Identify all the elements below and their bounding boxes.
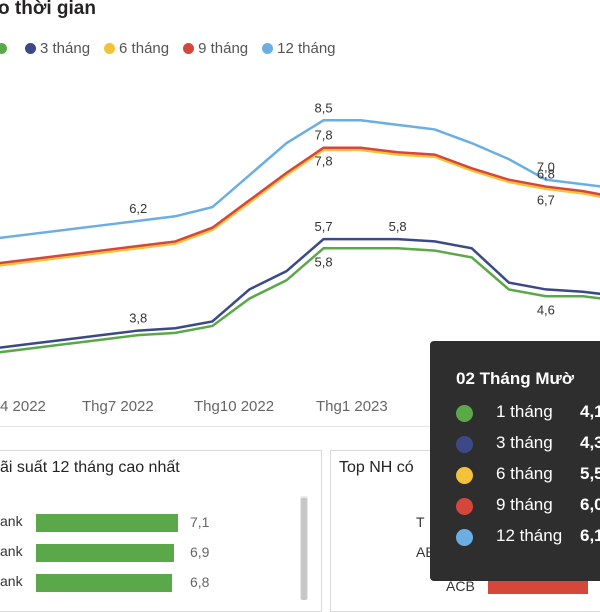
legend-item-3-thang[interactable]: 3 tháng bbox=[25, 40, 90, 57]
tooltip-row: 12 tháng 6,1 bbox=[456, 526, 600, 554]
legend-label: 12 tháng bbox=[277, 40, 336, 57]
tooltip-series-name: 3 tháng bbox=[496, 433, 553, 452]
legend-dot-icon bbox=[104, 43, 116, 54]
data-label: 5,8 bbox=[314, 254, 332, 269]
series-dot-icon bbox=[456, 405, 473, 422]
data-label: 6,2 bbox=[129, 201, 147, 216]
tooltip-row: 3 tháng 4,3 bbox=[456, 433, 600, 461]
tooltip-title: 02 Tháng Mườ bbox=[456, 369, 574, 388]
data-label: 6,7 bbox=[537, 193, 555, 208]
tooltip-row: 1 tháng 4,1 bbox=[456, 402, 600, 430]
tooltip-series-name: 12 tháng bbox=[496, 526, 563, 545]
x-tick-label: Thg1 2023 bbox=[316, 398, 388, 415]
bar-label: ank bbox=[0, 543, 23, 559]
legend-item-9-thang[interactable]: 9 tháng bbox=[183, 40, 248, 57]
legend-item-1-thang[interactable] bbox=[0, 40, 11, 57]
bar-label: ank bbox=[0, 573, 23, 589]
series-dot-icon bbox=[456, 498, 473, 515]
data-label: 4,6 bbox=[537, 302, 555, 317]
x-tick-label: Thg7 2022 bbox=[82, 398, 154, 415]
series-dot-icon bbox=[456, 529, 473, 546]
tooltip-series-name: 1 tháng bbox=[496, 402, 553, 421]
bar-value: 6,8 bbox=[190, 574, 210, 590]
data-label: 5,8 bbox=[389, 219, 407, 234]
bank-label: ACB bbox=[446, 578, 475, 594]
chart-title: o thời gian bbox=[0, 0, 96, 19]
tooltip-row: 6 tháng 5,5 bbox=[456, 464, 600, 492]
line-chart[interactable]: 6,23,88,57,87,85,75,85,87,07,26,86,74,6 bbox=[0, 70, 600, 390]
series-line-6-tháng[interactable] bbox=[0, 148, 600, 267]
legend-dot-icon bbox=[183, 43, 195, 54]
panel-title: Top NH có bbox=[339, 459, 414, 476]
tooltip-series-value: 6,1 bbox=[580, 526, 600, 545]
tooltip-series-value: 4,1 bbox=[580, 402, 600, 421]
series-line-3-tháng[interactable] bbox=[0, 237, 600, 349]
bar-row[interactable]: ank 7,1 bbox=[0, 512, 300, 532]
legend-item-12-thang[interactable]: 12 tháng bbox=[262, 40, 336, 57]
tooltip-series-value: 4,3 bbox=[580, 433, 600, 452]
x-axis: 4 2022 Thg7 2022 Thg10 2022 Thg1 2023 bbox=[0, 395, 600, 419]
data-label: 3,8 bbox=[129, 311, 147, 326]
tooltip-series-name: 9 tháng bbox=[496, 495, 553, 514]
series-line-12-tháng[interactable] bbox=[0, 119, 600, 240]
series-line-1-tháng[interactable] bbox=[0, 247, 600, 354]
legend-label: 6 tháng bbox=[119, 40, 170, 57]
bar[interactable] bbox=[36, 514, 178, 532]
tooltip-series-value: 6,0 bbox=[580, 495, 600, 514]
x-tick-label: 4 2022 bbox=[0, 398, 46, 415]
bank-label: T bbox=[416, 514, 425, 530]
data-label: 7,0 bbox=[537, 160, 555, 175]
series-dot-icon bbox=[456, 436, 473, 453]
data-label: 5,7 bbox=[314, 219, 332, 234]
bar-row[interactable]: ank 6,9 bbox=[0, 542, 300, 562]
bank-bar[interactable] bbox=[488, 580, 588, 594]
bar[interactable] bbox=[36, 574, 172, 592]
data-label: 7,8 bbox=[314, 154, 332, 169]
tooltip-series-name: 6 tháng bbox=[496, 464, 553, 483]
divider bbox=[0, 426, 600, 427]
legend-dot-icon bbox=[0, 43, 7, 54]
bar-label: ank bbox=[0, 513, 23, 529]
legend-item-6-thang[interactable]: 6 tháng bbox=[104, 40, 169, 57]
bar[interactable] bbox=[36, 544, 174, 562]
series-line-9-tháng[interactable] bbox=[0, 146, 600, 265]
chart-legend: 3 tháng 6 tháng 9 tháng 12 tháng bbox=[0, 40, 336, 57]
data-label: 8,5 bbox=[314, 100, 332, 115]
bar-value: 6,9 bbox=[190, 544, 210, 560]
legend-label: 3 tháng bbox=[40, 40, 91, 57]
bar-row[interactable]: ank 6,8 bbox=[0, 572, 300, 592]
data-label: 7,8 bbox=[314, 128, 332, 143]
x-tick-label: Thg10 2022 bbox=[194, 398, 275, 415]
series-dot-icon bbox=[456, 467, 473, 484]
legend-dot-icon bbox=[25, 43, 36, 54]
data-label: 6,8 bbox=[537, 167, 555, 182]
tooltip-series-value: 5,5 bbox=[580, 464, 600, 483]
panel-title: ãi suất 12 tháng cao nhất bbox=[0, 459, 180, 476]
tooltip-row: 9 tháng 6,0 bbox=[456, 495, 600, 523]
bar-value: 7,1 bbox=[190, 514, 210, 530]
legend-label: 9 tháng bbox=[198, 40, 249, 57]
scrollbar-thumb[interactable] bbox=[301, 498, 307, 600]
legend-dot-icon bbox=[262, 43, 274, 54]
